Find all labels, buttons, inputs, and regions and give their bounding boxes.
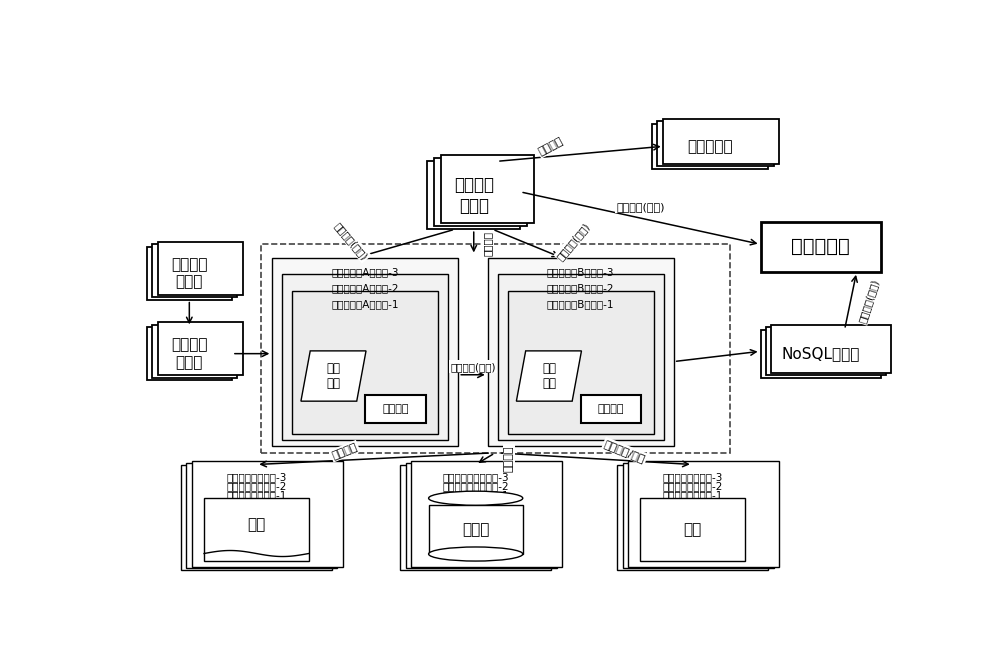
Text: 接口调用(异步): 接口调用(异步) [555, 220, 592, 262]
Text: 分布式服务A服务器-2: 分布式服务A服务器-2 [332, 283, 399, 293]
FancyBboxPatch shape [365, 395, 426, 422]
Text: 反向代理
服务器: 反向代理 服务器 [171, 257, 208, 289]
Text: 分布式数据库服务器-2: 分布式数据库服务器-2 [442, 482, 509, 492]
Bar [623, 463, 774, 568]
Text: 接口调用(异步): 接口调用(异步) [616, 202, 665, 212]
Ellipse shape [429, 547, 523, 561]
FancyBboxPatch shape [158, 323, 243, 375]
Text: 数据缓存: 数据缓存 [331, 441, 359, 461]
FancyBboxPatch shape [441, 155, 534, 223]
Text: 分布式服务B服务器-2: 分布式服务B服务器-2 [547, 283, 614, 293]
Bar [498, 274, 664, 440]
Text: 接口调用(异步): 接口调用(异步) [857, 278, 880, 324]
Text: 分布式服务A服务器-3: 分布式服务A服务器-3 [332, 267, 399, 277]
Text: 日志收集: 日志收集 [483, 231, 493, 256]
Polygon shape [301, 351, 366, 401]
Text: 分布式缓存服务器-2: 分布式缓存服务器-2 [226, 482, 287, 492]
Text: 文件上传/下载: 文件上传/下载 [603, 438, 647, 464]
Text: 文件: 文件 [684, 522, 702, 537]
Text: 应用
程序: 应用 程序 [326, 362, 340, 390]
FancyBboxPatch shape [771, 325, 891, 373]
FancyBboxPatch shape [147, 327, 232, 380]
FancyBboxPatch shape [652, 123, 768, 169]
Text: 本地缓存: 本地缓存 [382, 404, 409, 414]
Text: 接口调用(异步): 接口调用(异步) [333, 220, 370, 262]
Text: 分布式数据库服务器-1: 分布式数据库服务器-1 [442, 490, 509, 501]
Bar [292, 291, 438, 434]
FancyBboxPatch shape [581, 395, 641, 422]
Ellipse shape [429, 491, 523, 505]
FancyBboxPatch shape [657, 121, 774, 167]
Text: 日志收集: 日志收集 [537, 136, 565, 157]
Text: 分布式服务B服务器-1: 分布式服务B服务器-1 [547, 300, 614, 310]
Bar [192, 461, 343, 567]
FancyBboxPatch shape [147, 247, 232, 300]
FancyBboxPatch shape [158, 242, 243, 295]
Bar [640, 498, 745, 561]
FancyBboxPatch shape [766, 327, 886, 375]
FancyBboxPatch shape [427, 161, 520, 229]
Text: 分布式缓存服务器-3: 分布式缓存服务器-3 [226, 473, 287, 483]
Text: 消息队列
服务器: 消息队列 服务器 [454, 176, 494, 215]
Text: 负载均衡
服务器: 负载均衡 服务器 [171, 338, 208, 370]
Text: 日志服务器: 日志服务器 [687, 138, 733, 153]
Text: 数据库: 数据库 [462, 522, 489, 537]
Bar [411, 461, 562, 567]
Bar [628, 461, 779, 567]
Bar [204, 498, 309, 561]
Text: 第三方系统: 第三方系统 [791, 237, 850, 256]
FancyBboxPatch shape [663, 119, 779, 164]
Bar [508, 291, 654, 434]
Text: 分布式服务A服务器-1: 分布式服务A服务器-1 [332, 300, 399, 310]
Text: 缓存: 缓存 [247, 517, 265, 532]
Text: 分布式数据库服务器-3: 分布式数据库服务器-3 [442, 473, 509, 483]
Bar [272, 258, 458, 447]
Text: 接口调用(异步): 接口调用(异步) [450, 362, 496, 372]
Bar [400, 464, 551, 570]
Bar [186, 463, 337, 568]
Bar [406, 463, 557, 568]
FancyBboxPatch shape [761, 330, 881, 377]
Text: 分布式文件服务器-3: 分布式文件服务器-3 [662, 473, 723, 483]
Text: 分布式服务B服务器-3: 分布式服务B服务器-3 [547, 267, 614, 277]
Bar [261, 244, 730, 453]
Polygon shape [516, 351, 581, 401]
Text: 应用
程序: 应用 程序 [542, 362, 556, 390]
Text: 数据存储: 数据存储 [504, 445, 514, 472]
Text: 分布式文件服务器-1: 分布式文件服务器-1 [662, 490, 723, 501]
Bar [488, 258, 674, 447]
FancyBboxPatch shape [761, 221, 881, 272]
FancyBboxPatch shape [434, 158, 527, 226]
FancyBboxPatch shape [152, 325, 237, 377]
Bar [617, 464, 768, 570]
Text: NoSQL服务器: NoSQL服务器 [781, 346, 860, 361]
Bar [181, 464, 332, 570]
Text: 分布式文件服务器-2: 分布式文件服务器-2 [662, 482, 723, 492]
Text: 分布式缓存服务器-1: 分布式缓存服务器-1 [226, 490, 287, 501]
Bar [429, 505, 523, 554]
Text: 本地缓存: 本地缓存 [598, 404, 624, 414]
Bar [282, 274, 448, 440]
FancyBboxPatch shape [152, 244, 237, 297]
